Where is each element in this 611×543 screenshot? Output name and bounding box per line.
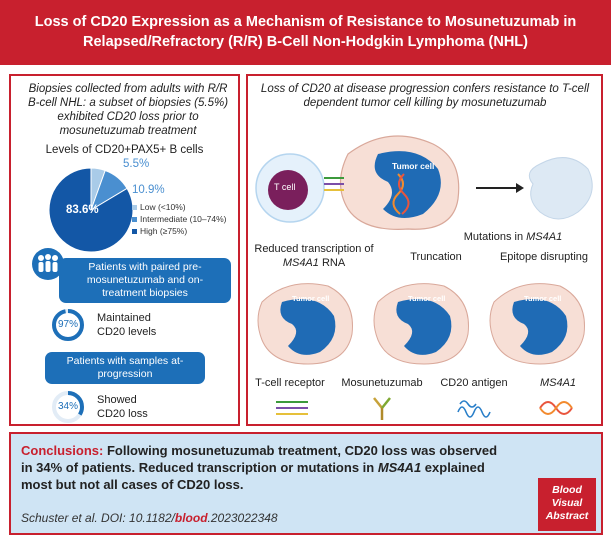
legend-high-text: High (≥75%) xyxy=(140,226,188,236)
pie-label-low: 5.5% xyxy=(123,158,150,170)
legend-tcr-label: T-cell receptor xyxy=(255,377,325,389)
ring-loss-text: Showed CD20 loss xyxy=(97,393,148,421)
ring-loss-value: 34% xyxy=(57,401,78,412)
pie-label-high: 83.6% xyxy=(66,204,99,216)
conclusions-gene: MS4A1 xyxy=(377,460,422,475)
conclusions-label: Conclusions: xyxy=(21,443,104,458)
ring-row-maintained: 97% Maintained CD20 levels xyxy=(51,308,156,342)
arrow-head xyxy=(516,183,524,193)
tumor-cell-epitope xyxy=(489,283,585,365)
ring-maintained: 97% xyxy=(51,308,85,342)
ring-maintained-arc xyxy=(52,309,84,341)
tumor-cell-nucleus xyxy=(374,151,441,218)
reduced-line2: MS4A1 RNA xyxy=(250,256,378,270)
ring-maintained-graphic xyxy=(52,309,84,341)
citation-journal: blood xyxy=(174,511,208,525)
pie-chart xyxy=(48,167,134,253)
legend-gene-label: MS4A1 xyxy=(516,376,600,390)
legend-intermediate-text: Intermediate (10–74%) xyxy=(140,214,227,224)
ring-maintained-text: Maintained CD20 levels xyxy=(97,311,156,339)
ring-loss-graphic xyxy=(52,391,84,423)
conclusions-box: Conclusions: Following mosunetuzumab tre… xyxy=(9,432,603,535)
pie-label-intermediate: 10.9% xyxy=(132,184,165,196)
tumor-label-2: Tumor cell xyxy=(408,294,446,303)
dna-icon xyxy=(539,401,573,415)
conclusions-text: Conclusions: Following mosunetuzumab tre… xyxy=(21,442,511,493)
patients-icon xyxy=(32,248,64,280)
cd20-antigen-icon xyxy=(457,400,491,418)
at-progression-pill: Patients with samples at-progression xyxy=(45,352,205,384)
legend-gene-text: MS4A1 xyxy=(539,377,577,389)
tumor-cell-reduced xyxy=(257,283,353,365)
ring-loss-text-1: Showed xyxy=(97,394,137,406)
badge-line2: Visual xyxy=(551,497,583,509)
legend-intermediate: Intermediate (10–74%) xyxy=(132,214,226,224)
citation: Schuster et al. DOI: 10.1182/blood.20230… xyxy=(21,511,278,525)
reduced-suffix: RNA xyxy=(318,257,346,269)
reduced-transcription-caption: Reduced transcription of MS4A1 RNA xyxy=(250,242,378,270)
legend-cd20-label: CD20 antigen xyxy=(440,377,508,389)
right-panel: Loss of CD20 at disease progression conf… xyxy=(246,74,603,426)
tcell-nucleus xyxy=(268,170,308,210)
epitope-caption: Epitope disrupting xyxy=(499,251,589,263)
reduced-line1: Reduced transcription of xyxy=(254,243,374,255)
levels-title: Levels of CD20+PAX5+ B cells xyxy=(45,144,204,156)
legend-intermediate-swatch xyxy=(132,216,137,222)
tumor-cells-row xyxy=(257,283,585,365)
tumor-cell-truncation xyxy=(373,283,469,365)
right-intro-text: Loss of CD20 at disease progression conf… xyxy=(260,83,590,109)
badge-line1: Blood xyxy=(552,484,582,496)
dna-strand xyxy=(392,173,404,215)
reduced-gene: MS4A1 xyxy=(282,257,319,269)
ring-loss: 34% xyxy=(51,390,85,424)
legend-low-swatch xyxy=(132,204,137,210)
tcr-bispecific-bridge xyxy=(324,177,344,191)
ring-loss-text-2: CD20 loss xyxy=(97,408,148,420)
tumor-label-1: Tumor cell xyxy=(292,294,330,303)
header-title-line1: Loss of CD20 Expression as a Mechanism o… xyxy=(34,14,577,30)
legend-low-text: Low (<10%) xyxy=(140,202,186,212)
citation-b: .2023022348 xyxy=(207,511,278,525)
conclusions-text-a: Following mosunetuzumab treatment, CD20 … xyxy=(21,443,498,475)
mutations-heading: Mutations in MS4A1 xyxy=(428,230,598,244)
mutations-prefix: Mutations in xyxy=(463,231,527,243)
tcr-icon xyxy=(276,401,308,415)
tumor-label-3: Tumor cell xyxy=(524,294,562,303)
legend-icons xyxy=(276,397,573,420)
blood-visual-abstract-badge: Blood Visual Abstract xyxy=(538,478,596,531)
legend-high: High (≥75%) xyxy=(132,226,187,236)
ring-maintained-text-1: Maintained xyxy=(97,312,151,324)
tcell-killing-illustration xyxy=(255,135,593,230)
dead-cell xyxy=(528,157,593,220)
truncation-caption: Truncation xyxy=(410,251,462,263)
mutations-gene: MS4A1 xyxy=(526,231,563,243)
legend-mosun-label: Mosunetuzumab xyxy=(341,377,423,389)
citation-a: Schuster et al. DOI: 10.1182/ xyxy=(21,511,175,525)
ring-loss-arc xyxy=(52,391,84,423)
header-title-line2: Relapsed/Refractory (R/R) B-Cell Non-Hod… xyxy=(83,34,528,50)
tcell-label: T cell xyxy=(274,182,296,192)
badge-line3: Abstract xyxy=(545,510,589,522)
tumor-label-top: Tumor cell xyxy=(392,161,435,171)
ring-row-loss: 34% Showed CD20 loss xyxy=(51,390,148,424)
antibody-icon xyxy=(373,397,391,420)
left-panel: Biopsies collected from adults with R/R … xyxy=(9,74,240,426)
left-intro-text: Biopsies collected from adults with R/R … xyxy=(27,83,229,137)
header-banner: Loss of CD20 Expression as a Mechanism o… xyxy=(0,0,611,65)
paired-biopsies-pill: Patients with paired pre-mosunetuzumab a… xyxy=(59,258,231,303)
dna-strand-2 xyxy=(398,173,410,215)
ring-maintained-value: 97% xyxy=(57,319,78,330)
ring-maintained-text-2: CD20 levels xyxy=(97,326,157,338)
conclusions-text-b: explained most but not all cases of CD20… xyxy=(21,460,485,492)
legend-low: Low (<10%) xyxy=(132,202,186,212)
legend-high-swatch xyxy=(132,228,137,234)
